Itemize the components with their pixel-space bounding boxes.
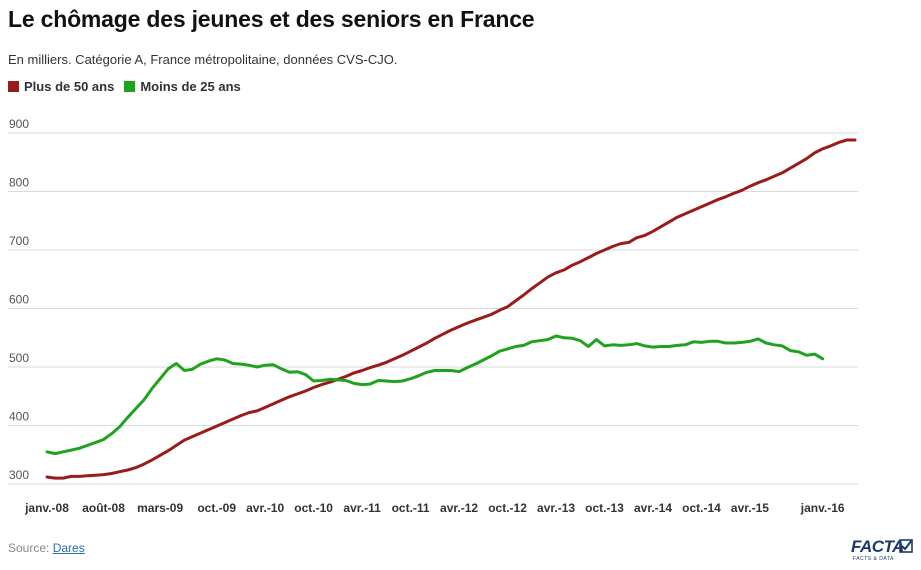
y-tick-label-800: 800: [9, 176, 29, 190]
x-tick-label: avr.-14: [634, 501, 672, 515]
y-tick-label-400: 400: [9, 410, 29, 424]
source-link[interactable]: Dares: [52, 541, 85, 555]
x-tick-label: oct.-13: [585, 501, 624, 515]
series-layer: [45, 138, 857, 480]
legend-swatch-jeunes: [124, 81, 136, 92]
y-tick-label-900: 900: [9, 117, 29, 131]
chart-title: Le chômage des jeunes et des seniors en …: [8, 6, 535, 32]
checkmark-icon: [899, 539, 913, 553]
x-tick-label: août-08: [82, 501, 125, 515]
x-tick-label: janv.-16: [800, 501, 845, 515]
y-tick-label-300: 300: [9, 468, 29, 482]
y-tick-label-500: 500: [9, 351, 29, 365]
x-tick-label: avr.-15: [731, 501, 769, 515]
x-tick-label: oct.-09: [197, 501, 236, 515]
line-chart: 300 400 500 600 700 800 900 janv.-08 août-08 mar…: [8, 117, 858, 515]
facta-logo: FACTA FACTS & DATA: [851, 537, 913, 565]
legend-item-jeunes[interactable]: Moins de 25 ans: [124, 79, 241, 94]
legend-label-seniors: Plus de 50 ans: [24, 79, 115, 94]
y-tick-label-600: 600: [9, 293, 29, 307]
logo-subtext: FACTS & DATA: [853, 556, 894, 562]
x-tick-label: avr.-11: [343, 501, 381, 515]
y-axis: 300 400 500 600 700 800 900: [9, 117, 29, 482]
chart-legend: Plus de 50 ans Moins de 25 ans: [8, 79, 251, 94]
x-tick-label: avr.-13: [537, 501, 575, 515]
x-tick-label: oct.-14: [682, 501, 721, 515]
x-tick-label: mars-09: [137, 501, 183, 515]
x-tick-label: oct.-11: [392, 501, 430, 515]
logo-text: FACTA: [851, 537, 904, 556]
legend-swatch-seniors: [8, 81, 19, 92]
y-tick-label-700: 700: [9, 234, 29, 248]
series-line-jeunes: [45, 334, 825, 456]
x-tick-label: avr.-12: [440, 501, 478, 515]
source-note: Source: Dares: [8, 541, 85, 555]
x-tick-label: oct.-12: [488, 501, 527, 515]
x-tick-label: janv.-08: [24, 501, 69, 515]
series-line-seniors: [45, 138, 857, 480]
legend-item-seniors[interactable]: Plus de 50 ans: [8, 79, 114, 94]
chart-subtitle: En milliers. Catégorie A, France métropo…: [8, 52, 398, 67]
x-tick-label: oct.-10: [294, 501, 333, 515]
grid-layer: [8, 132, 858, 485]
source-prefix: Source:: [8, 541, 53, 555]
x-axis: janv.-08 août-08 mars-09 oct.-09 avr.-10 oct.…: [24, 501, 845, 515]
legend-label-jeunes: Moins de 25 ans: [140, 79, 241, 94]
x-tick-label: avr.-10: [246, 501, 284, 515]
